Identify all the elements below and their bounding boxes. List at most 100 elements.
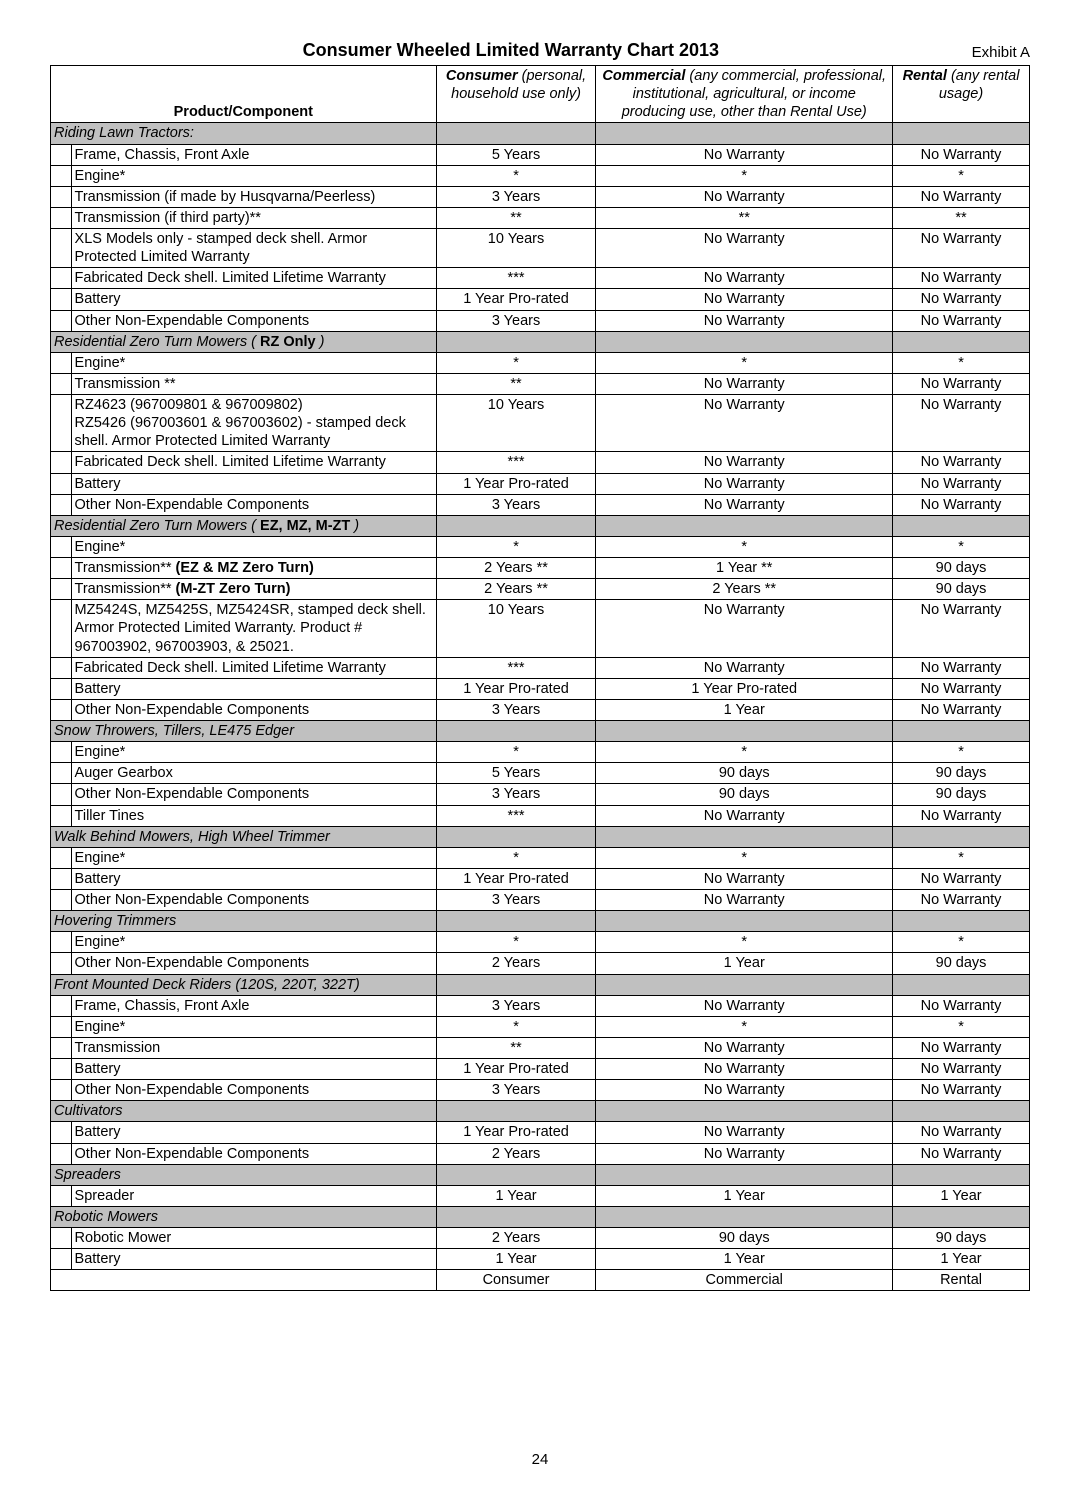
product-cell: Transmission (if made by Husqvarna/Peerl… — [71, 186, 436, 207]
table-row: Battery1 Year Pro-ratedNo WarrantyNo War… — [51, 1122, 1030, 1143]
section-empty — [436, 123, 596, 144]
rental-cell: * — [893, 847, 1030, 868]
rental-cell: 90 days — [893, 763, 1030, 784]
product-cell: Transmission** (EZ & MZ Zero Turn) — [71, 558, 436, 579]
consumer-cell: *** — [436, 452, 596, 473]
rental-cell: No Warranty — [893, 995, 1030, 1016]
commercial-cell: No Warranty — [596, 229, 893, 268]
rental-cell: No Warranty — [893, 310, 1030, 331]
section-label: Riding Lawn Tractors: — [51, 123, 437, 144]
rental-cell: No Warranty — [893, 373, 1030, 394]
section-row: Spreaders — [51, 1164, 1030, 1185]
consumer-cell: 5 Years — [436, 763, 596, 784]
section-empty — [596, 721, 893, 742]
rental-cell: * — [893, 165, 1030, 186]
section-empty — [596, 515, 893, 536]
product-cell: Fabricated Deck shell. Limited Lifetime … — [71, 452, 436, 473]
section-empty — [596, 1101, 893, 1122]
table-row: Battery1 Year Pro-ratedNo WarrantyNo War… — [51, 473, 1030, 494]
exhibit-label: Exhibit A — [972, 44, 1030, 61]
rental-cell: No Warranty — [893, 229, 1030, 268]
product-cell: Battery — [71, 289, 436, 310]
consumer-cell: 3 Years — [436, 890, 596, 911]
product-cell: Battery — [71, 678, 436, 699]
rental-cell: No Warranty — [893, 395, 1030, 452]
consumer-cell: ** — [436, 373, 596, 394]
consumer-cell: 1 Year Pro-rated — [436, 678, 596, 699]
consumer-cell: 1 Year — [436, 1249, 596, 1270]
product-cell: Tiller Tines — [71, 805, 436, 826]
consumer-cell: 2 Years ** — [436, 579, 596, 600]
rental-cell: * — [893, 932, 1030, 953]
indent-cell — [51, 579, 72, 600]
footer-row: Consumer Commercial Rental — [51, 1270, 1030, 1291]
header-rental-label: Rental — [903, 68, 947, 84]
product-cell: Spreader — [71, 1185, 436, 1206]
rental-cell: No Warranty — [893, 289, 1030, 310]
section-empty — [596, 911, 893, 932]
commercial-cell: * — [596, 1016, 893, 1037]
rental-cell: No Warranty — [893, 494, 1030, 515]
commercial-cell: No Warranty — [596, 1080, 893, 1101]
section-row: Walk Behind Mowers, High Wheel Trimmer — [51, 826, 1030, 847]
commercial-cell: 1 Year — [596, 699, 893, 720]
product-cell: Engine* — [71, 1016, 436, 1037]
section-empty — [436, 911, 596, 932]
table-row: Transmission** (EZ & MZ Zero Turn)2 Year… — [51, 558, 1030, 579]
section-empty — [436, 515, 596, 536]
rental-cell: No Warranty — [893, 600, 1030, 657]
consumer-cell: * — [436, 847, 596, 868]
section-row: Residential Zero Turn Mowers ( EZ, MZ, M… — [51, 515, 1030, 536]
commercial-cell: No Warranty — [596, 373, 893, 394]
section-row: Hovering Trimmers — [51, 911, 1030, 932]
product-cell: Other Non-Expendable Components — [71, 953, 436, 974]
consumer-cell: 1 Year Pro-rated — [436, 1059, 596, 1080]
consumer-cell: *** — [436, 268, 596, 289]
rental-cell: No Warranty — [893, 473, 1030, 494]
header-commercial-label: Commercial — [602, 68, 685, 84]
consumer-cell: 1 Year — [436, 1185, 596, 1206]
rental-cell: No Warranty — [893, 699, 1030, 720]
consumer-cell: 10 Years — [436, 395, 596, 452]
consumer-cell: 2 Years — [436, 1228, 596, 1249]
table-row: Other Non-Expendable Components2 Years1 … — [51, 953, 1030, 974]
product-cell: MZ5424S, MZ5425S, MZ5424SR, stamped deck… — [71, 600, 436, 657]
table-row: RZ4623 (967009801 & 967009802) RZ5426 (9… — [51, 395, 1030, 452]
rental-cell: 90 days — [893, 1228, 1030, 1249]
page-title: Consumer Wheeled Limited Warranty Chart … — [50, 40, 972, 61]
footer-rental: Rental — [893, 1270, 1030, 1291]
indent-cell — [51, 1122, 72, 1143]
section-empty — [893, 1164, 1030, 1185]
rental-cell: * — [893, 536, 1030, 557]
section-label: Snow Throwers, Tillers, LE475 Edger — [51, 721, 437, 742]
consumer-cell: 1 Year Pro-rated — [436, 473, 596, 494]
commercial-cell: No Warranty — [596, 494, 893, 515]
indent-cell — [51, 868, 72, 889]
indent-cell — [51, 742, 72, 763]
commercial-cell: No Warranty — [596, 268, 893, 289]
consumer-cell: *** — [436, 657, 596, 678]
commercial-cell: 1 Year — [596, 1185, 893, 1206]
commercial-cell: No Warranty — [596, 1143, 893, 1164]
indent-cell — [51, 953, 72, 974]
section-label: Robotic Mowers — [51, 1206, 437, 1227]
product-cell: Battery — [71, 473, 436, 494]
consumer-cell: * — [436, 352, 596, 373]
commercial-cell: * — [596, 352, 893, 373]
section-empty — [893, 331, 1030, 352]
section-label: Front Mounted Deck Riders (120S, 220T, 3… — [51, 974, 437, 995]
table-row: Frame, Chassis, Front Axle5 YearsNo Warr… — [51, 144, 1030, 165]
consumer-cell: ** — [436, 207, 596, 228]
consumer-cell: 3 Years — [436, 995, 596, 1016]
product-cell: Battery — [71, 1122, 436, 1143]
section-empty — [436, 1206, 596, 1227]
section-empty — [893, 123, 1030, 144]
indent-cell — [51, 1185, 72, 1206]
header-consumer-label: Consumer — [446, 68, 518, 84]
section-label: Residential Zero Turn Mowers ( RZ Only ) — [51, 331, 437, 352]
rental-cell: No Warranty — [893, 868, 1030, 889]
section-empty — [596, 1164, 893, 1185]
table-row: Engine**** — [51, 847, 1030, 868]
table-row: Fabricated Deck shell. Limited Lifetime … — [51, 452, 1030, 473]
commercial-cell: * — [596, 847, 893, 868]
